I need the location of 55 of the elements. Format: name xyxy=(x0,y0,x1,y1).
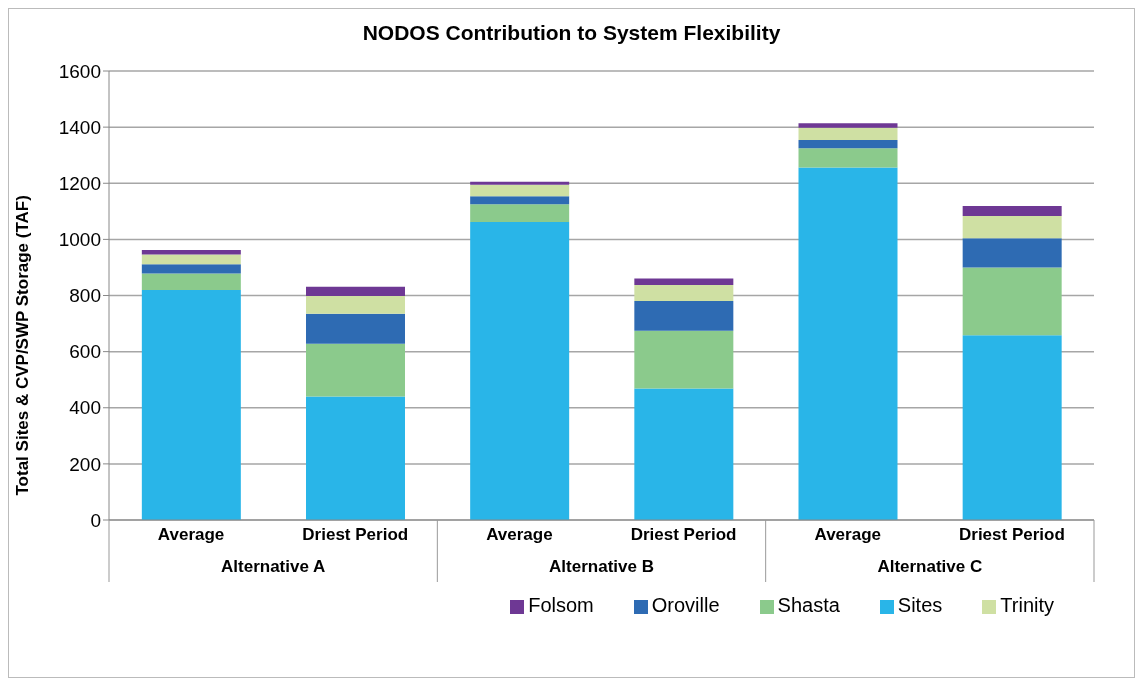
y-tick-label: 800 xyxy=(69,285,101,307)
y-tick-label: 0 xyxy=(90,509,101,531)
y-tick-label: 1400 xyxy=(58,116,101,138)
bar xyxy=(470,181,570,185)
bar xyxy=(798,167,898,520)
bar xyxy=(634,278,734,286)
bar xyxy=(306,296,405,314)
y-tick-label: 1000 xyxy=(58,229,101,251)
bar xyxy=(962,205,1062,217)
y-tick-label: 1600 xyxy=(58,60,101,82)
legend-label: Shasta xyxy=(777,594,840,616)
y-tick-label: 200 xyxy=(69,453,101,475)
bar xyxy=(141,273,241,290)
bar xyxy=(798,148,898,168)
bar xyxy=(306,343,405,397)
bar xyxy=(798,127,898,141)
chart-title: NODOS Contribution to System Flexibility xyxy=(361,21,782,45)
bar xyxy=(470,221,570,520)
x-tick-label: Driest Period xyxy=(630,525,737,545)
x-tick-label: Average xyxy=(814,525,881,545)
x-tick-label: Driest Period xyxy=(302,525,409,545)
bar xyxy=(962,267,1062,336)
bar xyxy=(306,396,405,520)
bar xyxy=(141,250,241,255)
y-tick-label: 1200 xyxy=(58,172,101,194)
legend-label: Folsom xyxy=(528,594,594,616)
bar xyxy=(962,335,1062,520)
x-tick-label: Average xyxy=(157,525,225,545)
bar xyxy=(962,216,1062,239)
bar xyxy=(634,388,734,520)
legend-label: Sites xyxy=(897,594,943,616)
bar xyxy=(798,123,898,128)
text: Alternative A xyxy=(221,557,326,576)
bar xyxy=(141,264,241,274)
bar xyxy=(470,204,570,222)
bar xyxy=(306,313,405,344)
bar xyxy=(634,301,734,331)
x-tick-label: Driest Period xyxy=(959,525,1065,545)
bar xyxy=(306,286,405,297)
legend-label: Oroville xyxy=(651,594,720,616)
bar xyxy=(141,254,241,265)
bar xyxy=(634,330,734,389)
bar xyxy=(141,289,241,520)
bar xyxy=(470,184,570,197)
bar xyxy=(962,238,1062,268)
bar xyxy=(634,285,734,302)
text: Alternative C xyxy=(877,557,983,576)
y-axis-title: Total Sites & CVP/SWP Storage (TAF) xyxy=(13,195,33,496)
legend-label: Trinity xyxy=(1000,594,1054,616)
text: Alternative B xyxy=(549,557,654,576)
x-tick-label: Average xyxy=(486,525,553,545)
bar xyxy=(470,196,570,205)
y-tick-label: 600 xyxy=(69,341,101,363)
y-tick-label: 400 xyxy=(69,397,101,419)
bar xyxy=(798,140,898,149)
